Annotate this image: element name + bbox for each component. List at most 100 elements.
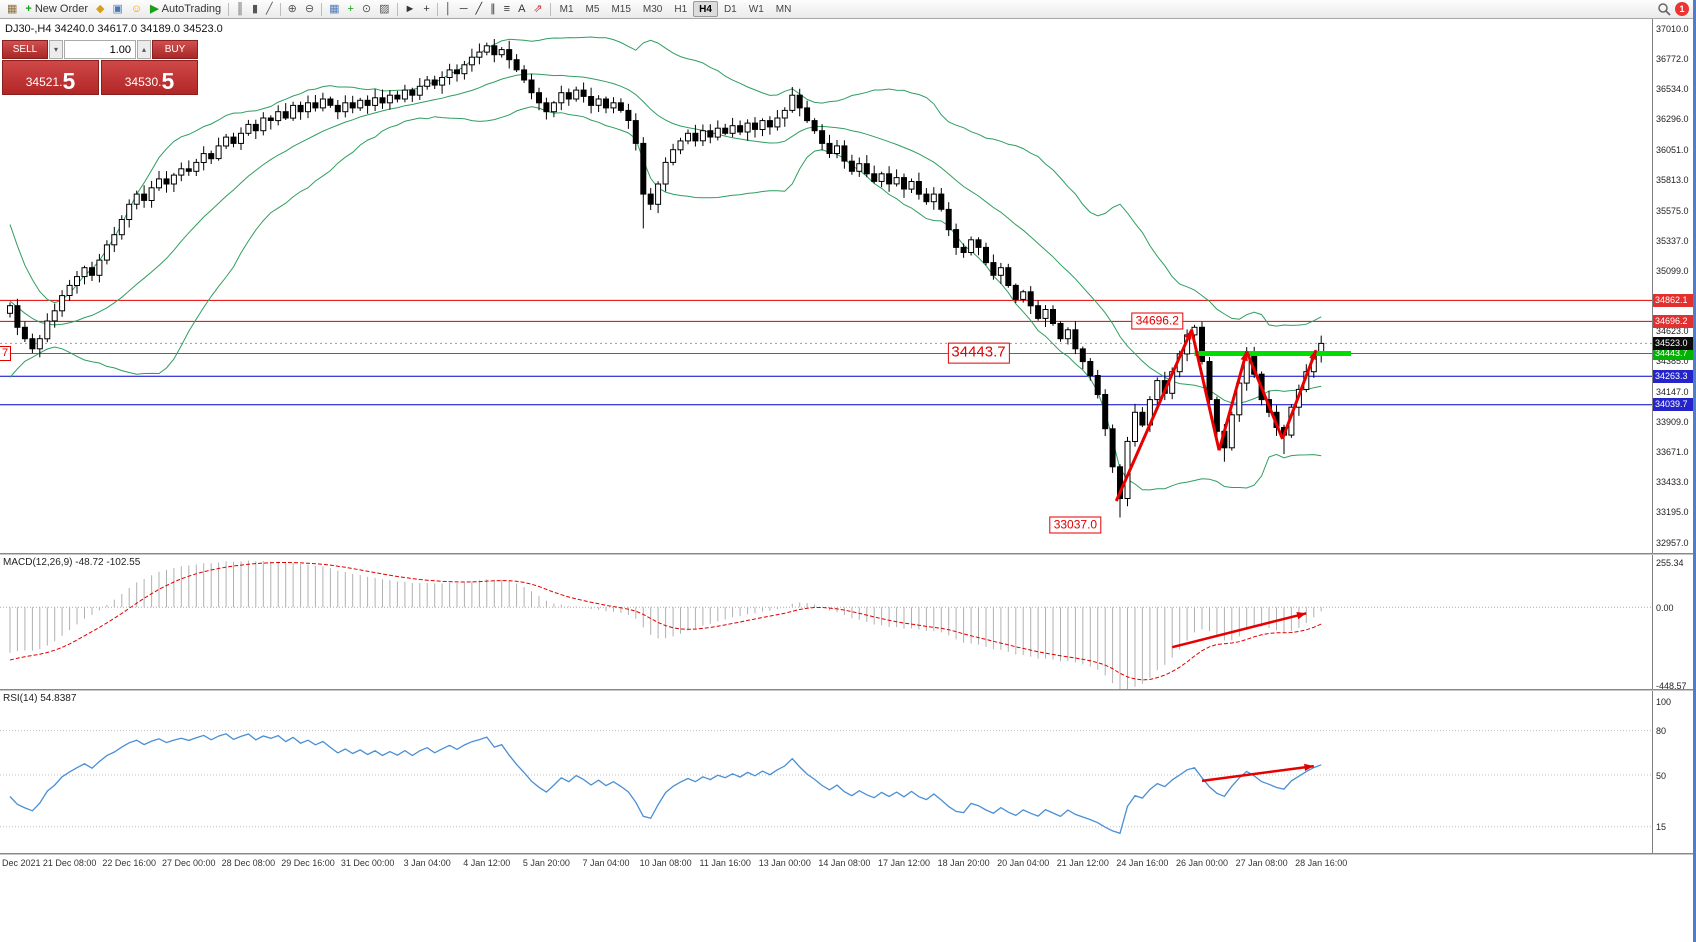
timeframe-h1-button[interactable]: H1 [674,4,688,15]
lot-size-input[interactable]: 1.00 [64,40,136,59]
arrowhead [1296,612,1307,620]
time-label: 7 Jan 04:00 [582,858,630,868]
horizontal-line-icon: ─ [459,2,468,15]
one-click-trading-widget: SELL ▾ 1.00 ▴ BUY 34521. 5 34530. 5 [2,40,198,95]
zoom-in-icon: ⊕ [287,2,297,15]
candlestick-chart-icon[interactable]: ▮ [248,1,262,18]
axis-label-33195.0: 33195.0 [1656,507,1689,518]
buy-price-big-digit: 5 [161,68,175,94]
sell-price-button[interactable]: 34521. 5 [2,60,99,95]
zoom-in-icon[interactable]: ⊕ [284,1,301,18]
trend-arrow-segment[interactable] [1114,329,1193,502]
arrowhead [1240,351,1248,362]
axis-label-34147.0: 34147.0 [1656,386,1689,397]
cursor-icon[interactable]: ► [401,1,420,18]
buy-price-button[interactable]: 34530. 5 [101,60,198,95]
sell-price-main: 34521. [25,75,63,89]
price-chip-34039.7: 34039.7 [1653,398,1693,412]
zoom-out-icon[interactable]: ⊖ [301,1,318,18]
arrow-tools-icon[interactable]: ⇗ [529,1,546,18]
bollinger-middle-band[interactable] [9,73,1322,404]
buy-button[interactable]: BUY [152,40,198,59]
price-chip-34862.1: 34862.1 [1653,293,1693,307]
notification-badge[interactable]: 1 [1675,2,1689,16]
timeframe-mn-button[interactable]: MN [775,4,792,15]
axis-label-35337.0: 35337.0 [1656,235,1689,246]
trendline-icon[interactable]: ╱ [472,1,487,18]
time-label: 29 Dec 16:00 [281,858,335,868]
crosshair-icon: + [423,2,430,15]
time-label: 28 Dec 08:00 [221,858,276,868]
axis-label-35099.0: 35099.0 [1656,265,1689,276]
panel-separator[interactable] [0,689,1693,691]
lot-decrease-button[interactable]: ▾ [49,40,63,59]
new-order-button[interactable]: + New Order [21,1,92,18]
trend-arrow-segment[interactable] [1245,350,1284,440]
price-chart-canvas[interactable] [0,0,1652,855]
arrowhead [1304,763,1314,771]
templates-icon: ▨ [379,2,390,15]
time-axis[interactable]: Dec 2021 21 Dec 08:00 22 Dec 16:00 27 Dec 0… [0,855,1652,873]
sell-button[interactable]: SELL [2,40,48,59]
search-icon[interactable] [1657,2,1671,16]
trend-zigzag[interactable] [1114,329,1318,502]
timeframe-d1-button[interactable]: D1 [723,4,737,15]
macd-signal-line [9,562,1322,681]
timeframe-m1-button[interactable]: M1 [559,4,574,15]
new-indicator-icon[interactable]: + [343,1,357,18]
metaeditor-icon[interactable]: ☺ [127,1,146,18]
horizontal-line-icon[interactable]: ─ [456,1,472,18]
vertical-line-icon: │ [444,2,452,15]
lot-increase-button[interactable]: ▴ [137,40,151,59]
text-label-icon[interactable]: A [514,1,529,18]
bar-chart-icon[interactable]: ║ [232,1,248,18]
bollinger-upper-band[interactable] [9,36,1322,327]
autotrading-button-label: AutoTrading [161,3,222,15]
timeframe-m15-button[interactable]: M15 [611,4,631,15]
time-label: 22 Dec 16:00 [102,858,156,868]
tile-windows-icon[interactable]: ▦ [325,1,343,18]
price-axis[interactable]: 37010.0 36772.0 36534.0 36296.0 36051.0 35813… [1652,0,1693,855]
trend-arrow-segment[interactable] [1217,350,1249,451]
timeframe-m30-button[interactable]: M30 [642,4,663,15]
rsi-trend-arrow[interactable] [1201,764,1314,783]
channel-icon[interactable]: ∥ [486,1,500,18]
crosshair-icon[interactable]: + [419,1,433,18]
axis-label-36051.0: 36051.0 [1656,145,1689,156]
vertical-line-icon[interactable]: │ [441,1,456,18]
new-chart-icon[interactable]: ▦ [3,1,21,18]
templates-icon[interactable]: ▨ [375,1,393,18]
axis-label-50: 50 [1656,770,1667,781]
timeframe-m5-button[interactable]: M5 [585,4,600,15]
expert-advisors-icon[interactable]: ◆ [92,1,108,18]
line-chart-icon[interactable]: ╱ [262,1,277,18]
fibonacci-icon[interactable]: ≡ [500,1,514,18]
toolbar: ▦ + New Order ◆ ▣ ☺ ▶ AutoTrading ║ ▮ ╱ ⊕ ⊖ ▦ + ⊙ ▨ ► + │ ─ ╱… [0,0,1693,19]
time-label: 14 Jan 08:00 [818,858,871,868]
time-label: 21 Dec 08:00 [42,858,97,868]
time-label: 4 Jan 12:00 [463,858,511,868]
metaeditor-icon: ☺ [130,2,143,15]
panel-separator[interactable] [0,553,1693,555]
trend-arrow-segment[interactable] [1190,329,1221,451]
trend-arrow-segment[interactable] [1281,349,1318,440]
axis-label-33671.0: 33671.0 [1656,447,1689,457]
time-label: 24 Jan 16:00 [1116,858,1169,868]
timeframe-h4-button[interactable]: H4 [693,1,718,17]
axis-label-100: 100 [1656,696,1672,707]
macd-trend-arrow[interactable] [1171,612,1307,649]
periods-icon[interactable]: ⊙ [358,1,375,18]
line-chart-icon: ╱ [266,2,273,15]
time-label: 5 Jan 20:00 [522,858,570,868]
axis-label-32957.0: 32957.0 [1656,537,1689,548]
autotrading-button[interactable]: ▶ AutoTrading [146,1,225,18]
axis-label-36296.0: 36296.0 [1656,114,1689,124]
price-chip-34263.3: 34263.3 [1653,369,1693,383]
axis-label--448.57: -448.57 [1656,680,1687,691]
community-icon[interactable]: ▣ [109,1,127,18]
axis-label-255.34: 255.34 [1656,558,1684,569]
buy-price-main: 34530. [124,75,162,89]
timeframe-w1-button[interactable]: W1 [748,4,764,15]
time-label: 17 Jan 12:00 [877,858,931,868]
